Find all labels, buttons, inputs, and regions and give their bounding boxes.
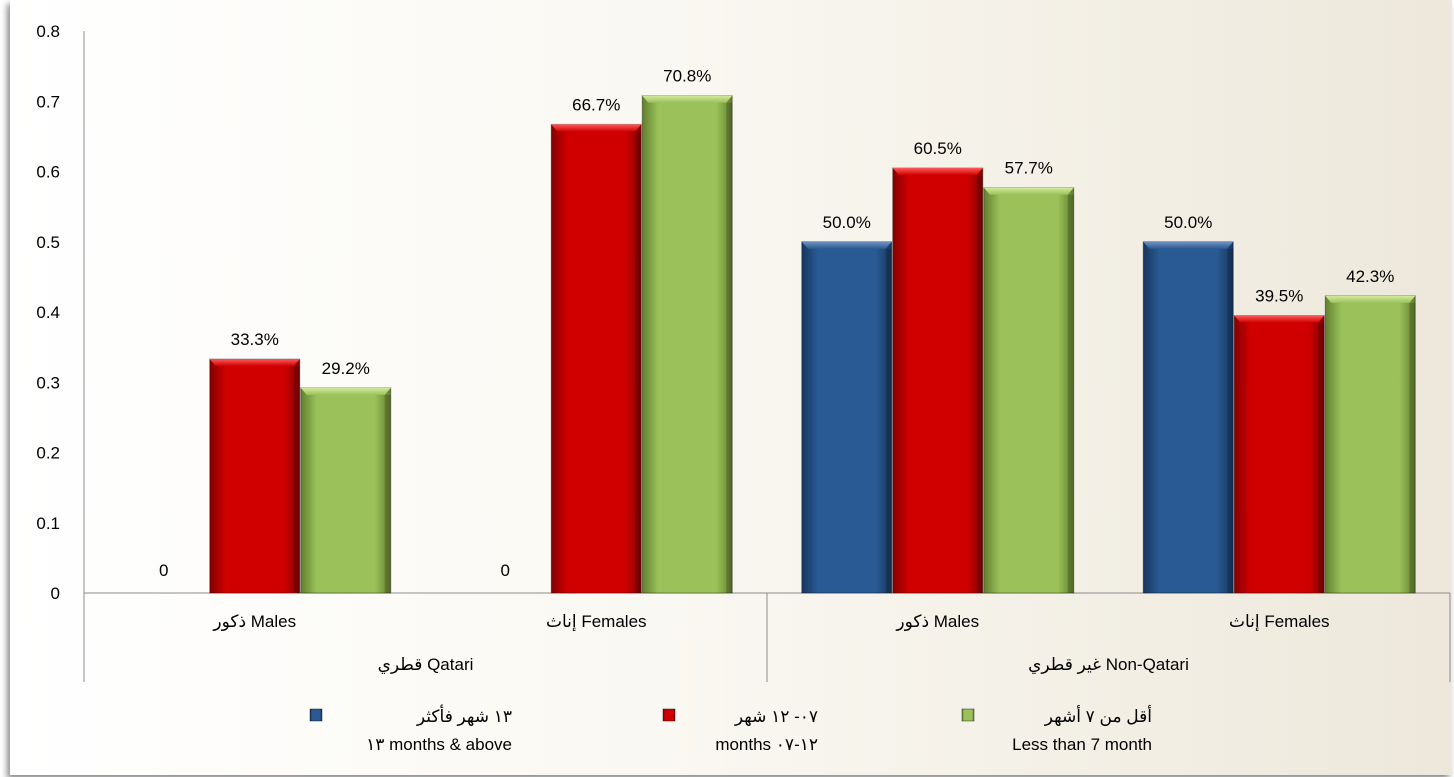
data-labels: 0 33.3% 29.2% 0 66.7% 70.8% 50.0% 60.5% 57.7% 50.… xyxy=(159,67,1394,580)
data-label: 42.3% xyxy=(1346,267,1394,286)
axes: 0 0.1 0.2 0.3 0.4 0.5 0.6 0.7 0.8 ذكور Males إناث … xyxy=(36,22,1451,682)
bar-cap xyxy=(300,387,391,395)
data-label: 29.2% xyxy=(322,359,370,378)
group-label: غير قطري Non-Qatari xyxy=(1028,655,1189,675)
legend-label-en: Less than 7 month xyxy=(1012,735,1152,754)
bar xyxy=(983,187,1075,594)
bar-body xyxy=(1324,295,1416,594)
data-label: 33.3% xyxy=(231,330,279,349)
bar xyxy=(892,167,984,594)
bar xyxy=(209,358,301,594)
legend-item: ١٣ شهر فأكثر ١٣ months & above xyxy=(309,704,512,754)
bar-cap xyxy=(209,359,300,367)
bar-body xyxy=(801,241,893,594)
y-tick-label: 0.5 xyxy=(36,233,60,252)
y-tick-label: 0.8 xyxy=(36,22,60,41)
bar-shade xyxy=(726,102,733,593)
y-tick-label: 0.1 xyxy=(36,514,60,533)
legend: ١٣ شهر فأكثر ١٣ months & above ٠٧- ١٢ شهر m… xyxy=(309,704,1152,754)
bar xyxy=(801,241,893,594)
bar-body xyxy=(1233,315,1325,594)
bar-cap xyxy=(551,124,642,132)
legend-label-en: ١٣ months & above xyxy=(366,735,512,754)
bar-cap xyxy=(801,241,892,249)
legend-item: أقل من ٧ أشهر Less than 7 month xyxy=(961,705,1152,754)
bar-body xyxy=(1142,241,1234,594)
bar-cap xyxy=(642,95,733,103)
bar-body xyxy=(209,358,301,594)
bar-shade xyxy=(293,366,300,593)
y-tick-label: 0.2 xyxy=(36,444,60,463)
y-tick-label: 0.7 xyxy=(36,92,60,111)
bar-cap xyxy=(983,187,1074,195)
bar-body xyxy=(641,95,733,594)
legend-label-ar: ٠٧- ١٢ شهر xyxy=(734,707,818,727)
bar-shade xyxy=(1067,194,1074,593)
legend-label-ar: ١٣ شهر فأكثر xyxy=(416,704,512,727)
legend-swatch xyxy=(662,708,676,722)
bars xyxy=(209,95,1416,594)
bar xyxy=(1142,241,1234,594)
category-label: ذكور Males xyxy=(212,612,296,631)
category-label: إناث Females xyxy=(1229,612,1330,631)
bar-shade xyxy=(1409,302,1416,593)
bar-shade xyxy=(384,394,391,593)
bar xyxy=(1233,315,1325,594)
bar-body xyxy=(983,187,1075,594)
data-label: 66.7% xyxy=(572,95,620,114)
bar-cap xyxy=(1143,241,1234,249)
data-label: 39.5% xyxy=(1255,287,1303,306)
legend-item: ٠٧- ١٢ شهر months ١٢-٠٧ xyxy=(662,707,818,754)
bar-shade xyxy=(1227,248,1234,593)
data-label: 60.5% xyxy=(914,139,962,158)
legend-swatch xyxy=(961,708,975,722)
y-tick-label: 0.3 xyxy=(36,373,60,392)
data-label: 50.0% xyxy=(823,213,871,232)
category-label: إناث Females xyxy=(546,612,647,631)
bar-shade xyxy=(1318,322,1325,593)
bar-shade xyxy=(885,248,892,593)
legend-label-ar: أقل من ٧ أشهر xyxy=(1044,705,1152,727)
bar xyxy=(1324,295,1416,594)
bar-body xyxy=(300,387,392,594)
data-label: 0 xyxy=(159,561,168,580)
bar xyxy=(550,123,642,594)
y-tick-label: 0 xyxy=(51,584,60,603)
data-label: 57.7% xyxy=(1005,159,1053,178)
legend-swatch xyxy=(309,708,323,722)
y-tick-label: 0.4 xyxy=(36,303,60,322)
bar-shade xyxy=(635,131,642,593)
data-label: 0 xyxy=(501,561,510,580)
bar-cap xyxy=(1234,315,1325,323)
category-label: ذكور Males xyxy=(895,612,979,631)
data-label: 50.0% xyxy=(1164,213,1212,232)
bar-cap xyxy=(892,167,983,175)
bar-body xyxy=(550,123,642,594)
data-label: 70.8% xyxy=(663,67,711,86)
legend-label-en: months ١٢-٠٧ xyxy=(715,735,818,754)
bar-shade xyxy=(976,174,983,594)
y-tick-label: 0.6 xyxy=(36,163,60,182)
bar-body xyxy=(892,167,984,594)
bar xyxy=(300,387,392,594)
bar-cap xyxy=(1325,295,1416,303)
group-label: قطري Qatari xyxy=(378,655,474,675)
bar xyxy=(641,95,733,594)
